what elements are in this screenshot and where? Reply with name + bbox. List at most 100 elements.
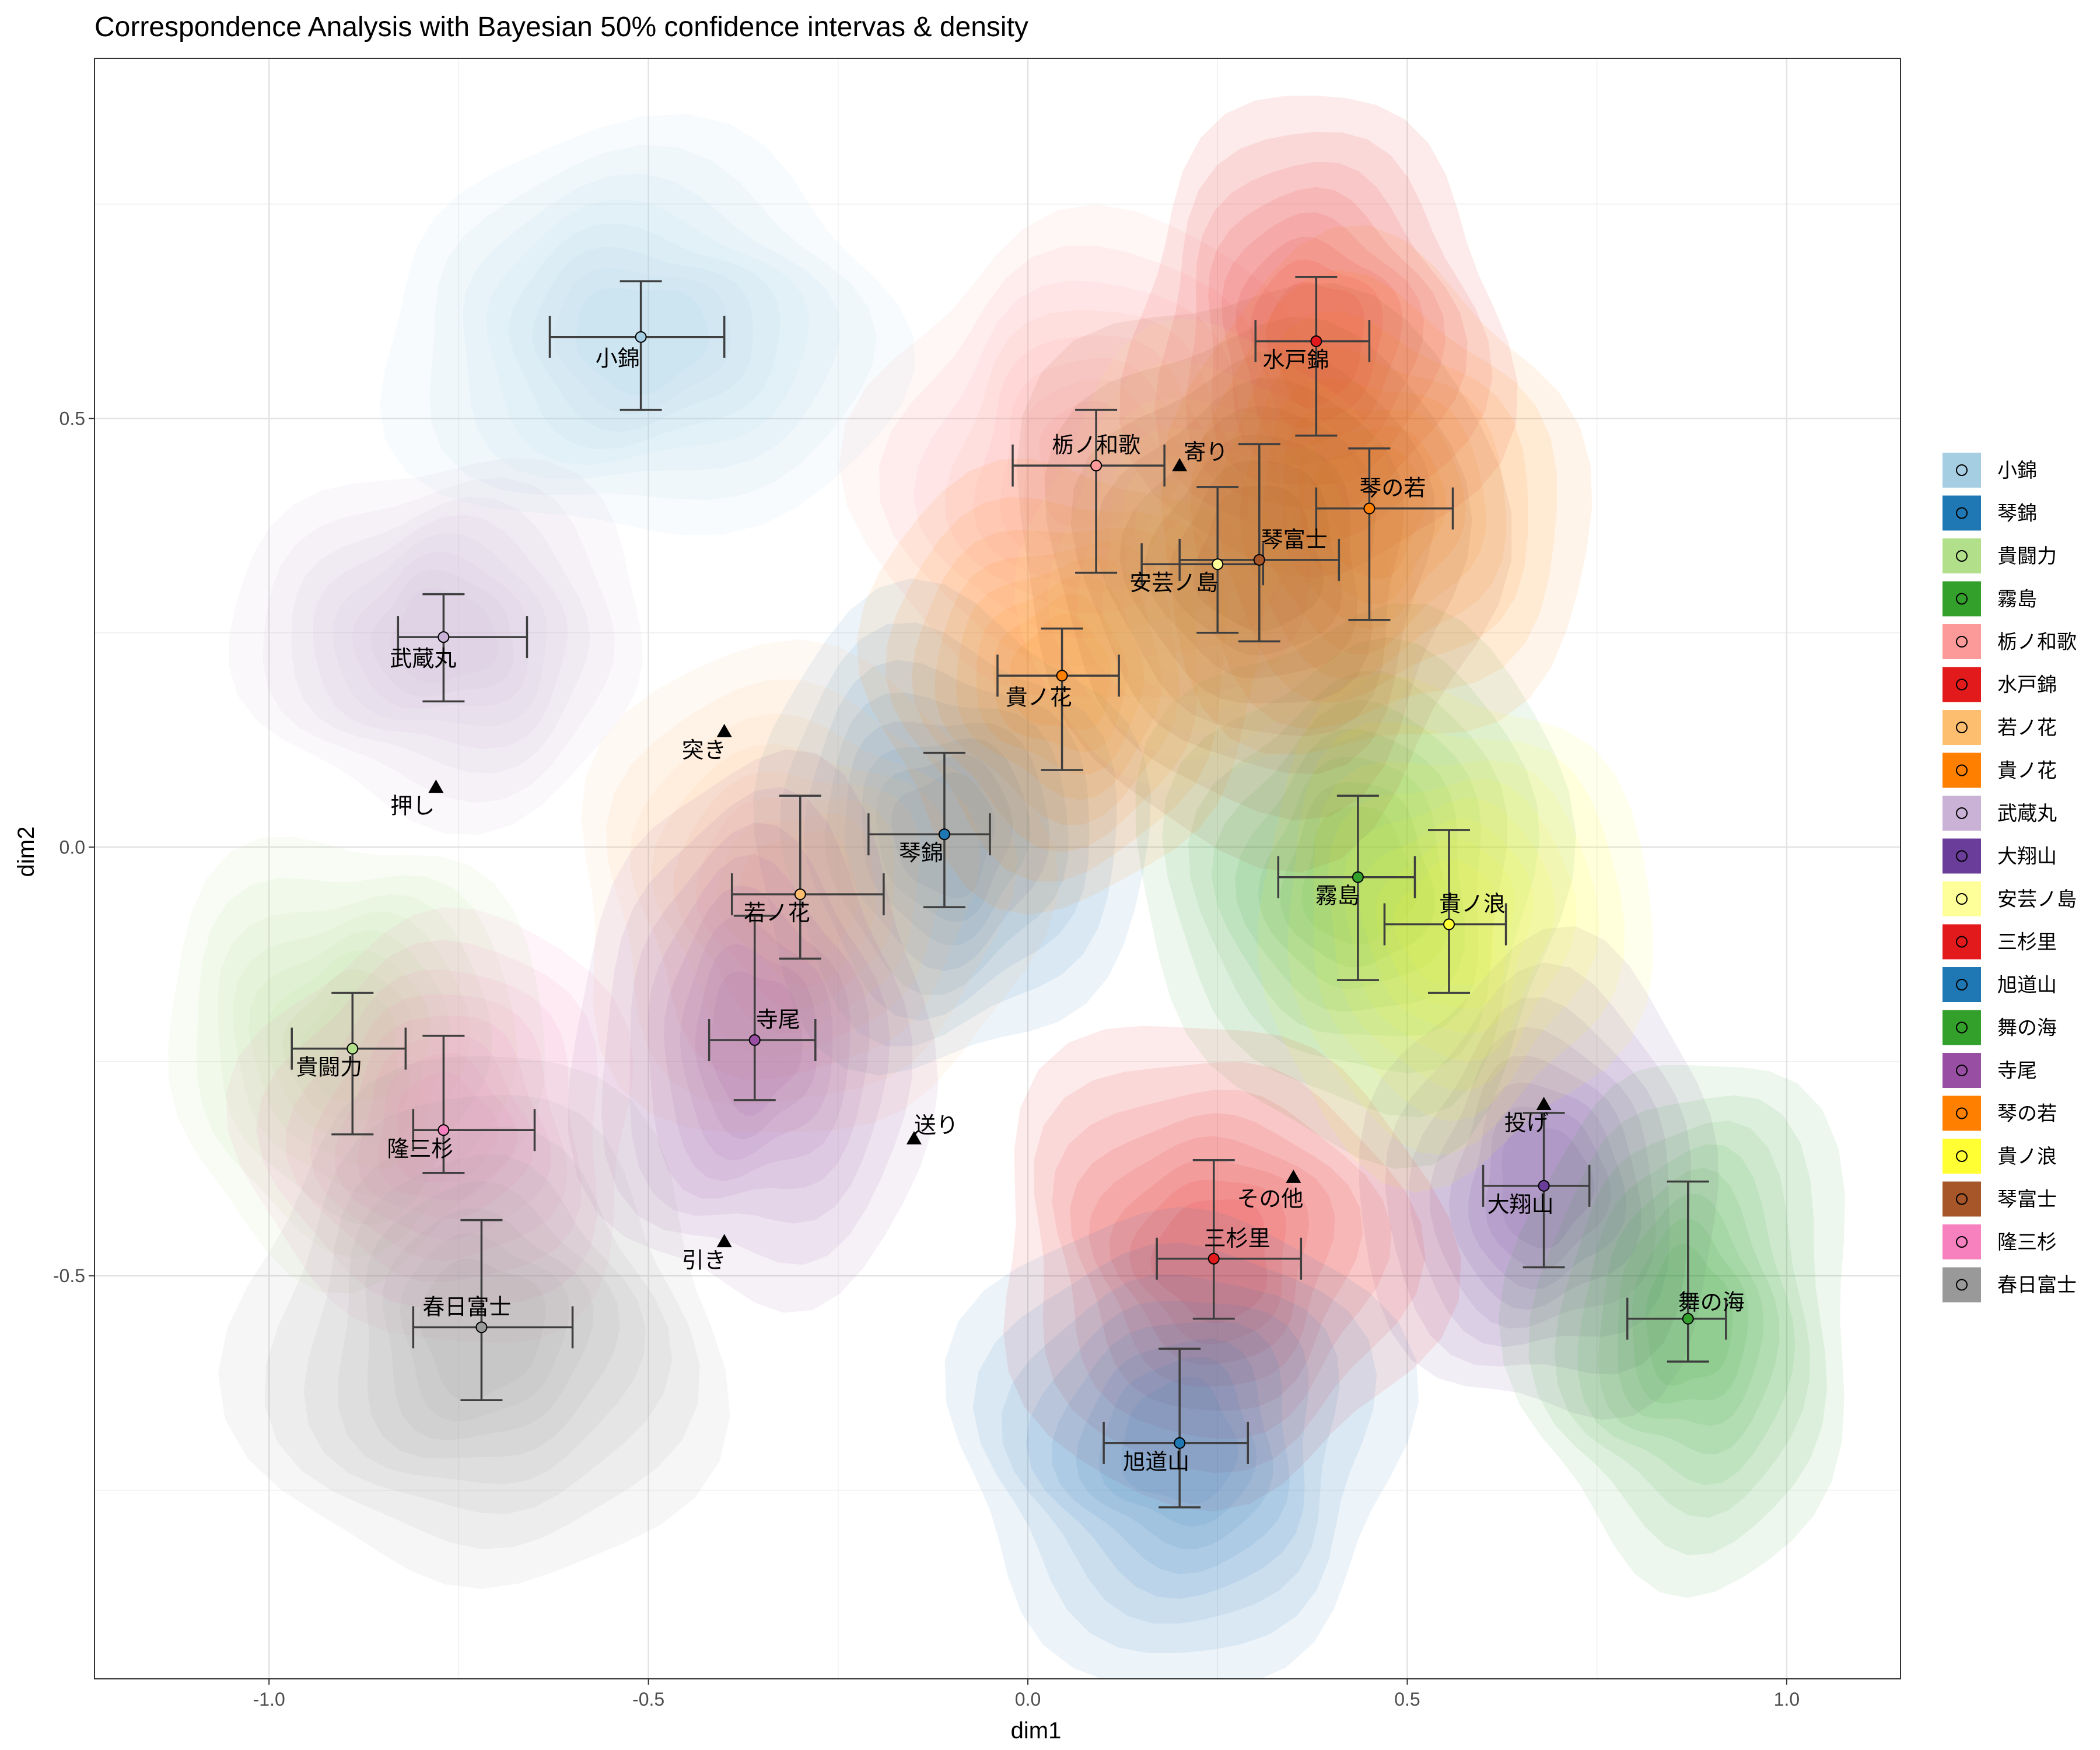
density-contour (1221, 212, 1424, 466)
legend-key-point (1956, 636, 1968, 648)
errorbar (730, 794, 885, 960)
x-tick-label: 0.5 (1394, 1689, 1420, 1710)
row-label: 武蔵丸 (390, 647, 456, 671)
legend-item: 大翔山 (1943, 838, 2057, 874)
density-contour (1186, 162, 1468, 511)
row-label: 舞の海 (1678, 1291, 1745, 1315)
density-contour (1144, 434, 1357, 678)
panel-border (94, 58, 1901, 1679)
density-contour (1000, 358, 1206, 568)
legend-item: 貴ノ花 (1943, 752, 2057, 788)
density-contour (217, 894, 493, 1225)
y-tick-label: 0.5 (60, 408, 85, 429)
density-contour (935, 542, 1180, 825)
legend-key-point (1956, 1065, 1968, 1076)
errorbar (1277, 794, 1416, 981)
data-point (1310, 335, 1322, 348)
legend-key-point (1956, 1021, 1968, 1034)
column-label: 投げ (1504, 1111, 1549, 1136)
data-point (346, 1042, 359, 1055)
density-contour (1095, 378, 1405, 737)
column-point-marker (716, 1234, 732, 1248)
density-contour (1328, 779, 1577, 1091)
legend-key-point (1956, 678, 1968, 691)
density-contour (885, 496, 1227, 881)
column-point-marker (716, 723, 732, 737)
data-point (1352, 871, 1364, 883)
density-cloud (1359, 926, 1718, 1420)
x-tick-label: -1.0 (253, 1689, 285, 1710)
legend-label: 寺尾 (1997, 1060, 2037, 1082)
row-label: 栃ノ和歌 (1052, 433, 1140, 458)
density-contour (383, 1208, 594, 1441)
data-point (1682, 1312, 1694, 1325)
density-contour (839, 204, 1311, 698)
density-cloud (1161, 225, 1592, 755)
legend-item: 三杉里 (1943, 924, 2057, 960)
density-contour (338, 1154, 646, 1485)
density-contour (1359, 926, 1718, 1420)
density-contour (1070, 348, 1435, 775)
density-contour (1188, 671, 1508, 1073)
row-label: 貴闘力 (296, 1056, 362, 1080)
legend-label: 霧島 (1997, 589, 2037, 611)
column-label: 突き (682, 738, 726, 763)
density-cloud (1135, 603, 1576, 1169)
axis-layer: -1.0 -0.5 0.0 0.5 1.0 -0.5 0.0 0.5 (53, 408, 1800, 1710)
legend-key-point (1956, 722, 1968, 733)
row-label: 安芸ノ島 (1129, 571, 1218, 596)
density-contour (462, 173, 841, 479)
density-contour (1129, 1180, 1286, 1345)
density-contour (282, 968, 413, 1121)
density-contour (673, 771, 921, 1034)
row-label: 貴ノ浪 (1439, 892, 1506, 917)
row-label: 琴の若 (1359, 477, 1426, 501)
column-label: その他 (1237, 1187, 1303, 1212)
data-point (1363, 502, 1376, 514)
column-label: 押し (390, 794, 435, 818)
y-axis-title: dim2 (13, 827, 39, 877)
density-contour (606, 679, 1019, 1105)
density-contour (352, 552, 528, 709)
density-cloud (752, 578, 1151, 1076)
density-contour (1102, 428, 1352, 710)
density-contour (1119, 405, 1377, 704)
density-contour (379, 113, 915, 535)
density-contour (695, 797, 894, 1010)
density-contour (303, 1126, 672, 1514)
row-label: 旭道山 (1123, 1450, 1189, 1475)
row-label: 水戸錦 (1262, 348, 1329, 373)
row-label: 大翔山 (1488, 1193, 1554, 1217)
density-contour (1212, 699, 1481, 1037)
x-tick-label: 1.0 (1774, 1689, 1800, 1710)
column-point-marker (906, 1131, 922, 1144)
data-point (938, 828, 950, 841)
column-label: 引き (682, 1248, 726, 1273)
grid-lines (94, 58, 1901, 1679)
legend-key-point (1956, 1193, 1968, 1205)
row-label: 春日富士 (422, 1295, 511, 1320)
x-axis-title: dim1 (1011, 1718, 1062, 1744)
density-contour (648, 854, 870, 1199)
density-contour (1235, 729, 1465, 1012)
density-contour (1161, 225, 1592, 755)
density-cloud (1119, 95, 1518, 578)
density-contour (226, 907, 634, 1343)
density-contour (568, 749, 939, 1313)
data-point (1174, 1437, 1186, 1449)
density-contour (429, 145, 877, 501)
data-point (1538, 1180, 1550, 1192)
errorbar (1254, 276, 1371, 437)
plot-panel (94, 58, 1901, 1679)
legend-label: 舞の海 (1997, 1017, 2057, 1040)
density-contour (911, 527, 1198, 853)
density-contour (581, 639, 1059, 1133)
density-contour (717, 813, 877, 987)
data-point (748, 1034, 761, 1046)
legend-label: 貴ノ浪 (1997, 1146, 2057, 1168)
errorbar (1012, 408, 1166, 574)
legend-label: 安芸ノ島 (1997, 888, 2077, 911)
density-contour (1385, 962, 1691, 1374)
